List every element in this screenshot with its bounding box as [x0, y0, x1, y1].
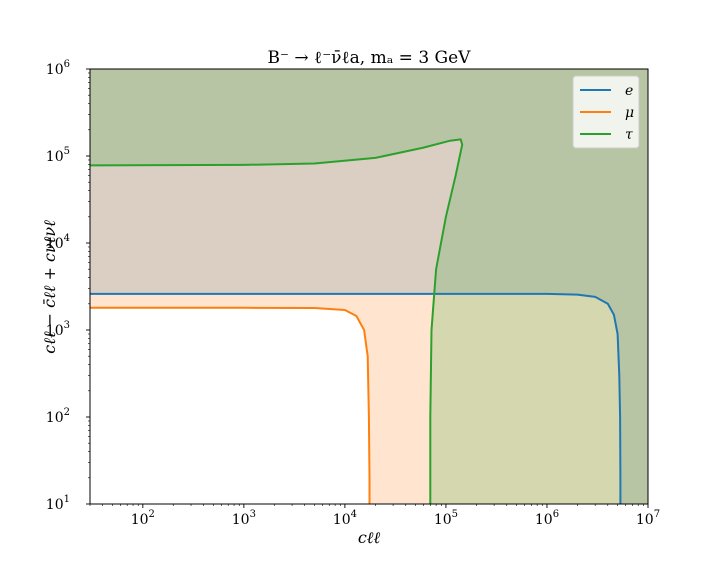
y-tick-label: 105 — [46, 146, 70, 165]
series-line-2 — [90, 138, 464, 504]
chart-title: B⁻ → ℓ⁻ν̄ℓa, mₐ = 3 GeV — [268, 48, 472, 68]
legend: eμτ — [572, 75, 640, 149]
series-line-1 — [90, 306, 371, 504]
y-tick-label: 102 — [46, 407, 70, 426]
x-tick-label: 102 — [131, 509, 155, 528]
series-lines — [90, 138, 622, 504]
plot-frame — [89, 68, 649, 505]
y-tick-label: 104 — [46, 233, 70, 252]
excluded-region-1 — [90, 69, 648, 504]
y-axis: 101 102 103 104 105 106 — [46, 59, 90, 513]
plot-area — [89, 68, 649, 505]
x-axis-label: cℓℓ — [358, 528, 381, 547]
region-fills — [90, 69, 648, 504]
legend-label-0: e — [625, 83, 633, 99]
x-tick-label: 103 — [232, 509, 256, 528]
x-axis: 102 103 104 105 106 107 — [89, 504, 660, 528]
y-tick-label: 101 — [46, 494, 70, 513]
series-line-0 — [90, 292, 622, 504]
excluded-region-0 — [90, 69, 648, 504]
legend-label-2: τ — [625, 127, 633, 143]
excluded-region-2 — [90, 69, 648, 504]
x-tick-label: 106 — [535, 509, 559, 528]
x-tick-label: 107 — [636, 509, 660, 528]
x-tick-label: 105 — [434, 509, 458, 528]
y-tick-label: 106 — [46, 59, 70, 78]
y-tick-label: 103 — [46, 320, 70, 339]
y-axis-label: cℓℓ − c̄ℓℓ + cνℓνℓ — [40, 220, 59, 354]
legend-label-1: μ — [625, 105, 634, 121]
x-tick-label: 104 — [333, 509, 357, 528]
